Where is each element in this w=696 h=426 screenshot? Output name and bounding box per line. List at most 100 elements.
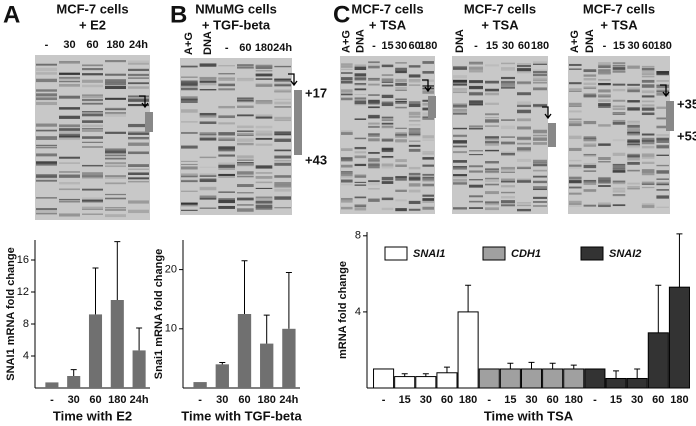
gel-band [612, 169, 626, 173]
gel-band [255, 198, 273, 200]
gel-band [354, 163, 367, 167]
gel-band [583, 154, 597, 156]
gel-band [341, 72, 353, 74]
gel-band [82, 208, 103, 210]
gel-band [533, 205, 547, 207]
gel-band [485, 138, 499, 141]
gel-band [485, 64, 499, 67]
gel-band [59, 81, 80, 83]
gel-band [237, 105, 254, 108]
gel-band [583, 162, 597, 165]
gel-band [641, 73, 655, 76]
gel-band [533, 159, 547, 164]
gel-band [627, 120, 640, 123]
gel-band [612, 180, 626, 183]
gel-band [237, 171, 254, 175]
gel-band [128, 142, 149, 146]
gel-band [237, 67, 254, 69]
gel-band [237, 197, 254, 201]
gel-band [598, 204, 611, 207]
gel-band [453, 103, 467, 106]
gel-band [105, 207, 126, 209]
gel-band [422, 194, 434, 197]
x-tick-label: 30 [525, 394, 537, 406]
gel-band [453, 83, 467, 86]
gel-band [485, 102, 499, 105]
error-bar [634, 368, 641, 379]
gel-title: MCF-7 cells [56, 1, 128, 16]
gel-band [218, 191, 235, 193]
gel-band [354, 83, 367, 85]
gel-band [381, 197, 394, 201]
gel-band [128, 168, 149, 170]
gel-band [569, 176, 582, 180]
gel-band [368, 133, 380, 136]
gel-band [181, 202, 198, 205]
error-bar [676, 233, 683, 288]
gel-band [36, 136, 57, 138]
gel-band [627, 155, 640, 158]
lane-label: DNA [584, 29, 596, 53]
bar [132, 350, 146, 388]
gel-band [368, 78, 380, 81]
lane-label: DNA [454, 29, 466, 53]
gel-band [341, 171, 353, 175]
gel-band [199, 156, 217, 159]
gel-band [569, 68, 582, 70]
panel-letter: A [3, 1, 20, 28]
gel-band [485, 191, 499, 195]
lane-label: 180 [419, 40, 437, 52]
gel-band [181, 98, 198, 101]
gel-band [36, 78, 57, 83]
gel-band [82, 73, 103, 75]
gel-band [469, 62, 483, 65]
gel-band [381, 116, 394, 119]
y-axis-label: SNAI1 mRNA fold change [5, 247, 17, 380]
bar [542, 368, 564, 389]
gel-band [181, 145, 198, 149]
error-bar [136, 327, 143, 351]
x-tick-label: 60 [652, 394, 664, 406]
gel-band [255, 125, 273, 129]
gel-band [395, 127, 407, 129]
gel-band [485, 201, 499, 204]
gel-band [422, 61, 434, 64]
gel-band [408, 201, 421, 205]
gel-band [59, 115, 80, 119]
gel-band [453, 67, 467, 70]
gel-band [341, 157, 353, 161]
position-label: +53 [677, 128, 696, 143]
gel-band [381, 155, 394, 158]
gel-band [569, 82, 582, 84]
start-arrow [288, 73, 298, 87]
gel-band [274, 133, 291, 136]
gel-band [583, 170, 597, 172]
gel-band [485, 125, 499, 127]
bar [45, 382, 59, 388]
bar [282, 328, 296, 388]
gel-band [485, 140, 499, 144]
gel-band [274, 78, 291, 81]
gel-band [583, 120, 597, 125]
lane-label: - [474, 40, 478, 52]
gel-band [368, 158, 380, 162]
gel-band [36, 161, 57, 165]
gel-band [341, 206, 353, 210]
gel-band [354, 174, 367, 177]
gel-band [485, 183, 499, 186]
gel-band [218, 83, 235, 87]
gel-band [381, 163, 394, 166]
gel-band [533, 73, 547, 77]
gel-band [36, 153, 57, 157]
gel-band [354, 118, 367, 120]
gel-band [533, 104, 547, 107]
gel-band [569, 147, 582, 152]
x-tick-label: 180 [565, 394, 583, 406]
gel-band [237, 99, 254, 102]
gel-band [485, 161, 499, 164]
gel-band [354, 99, 367, 102]
lane-label: 180 [106, 39, 124, 51]
gel-band [453, 134, 467, 138]
error-bar [401, 373, 408, 377]
gel-band [656, 88, 669, 91]
